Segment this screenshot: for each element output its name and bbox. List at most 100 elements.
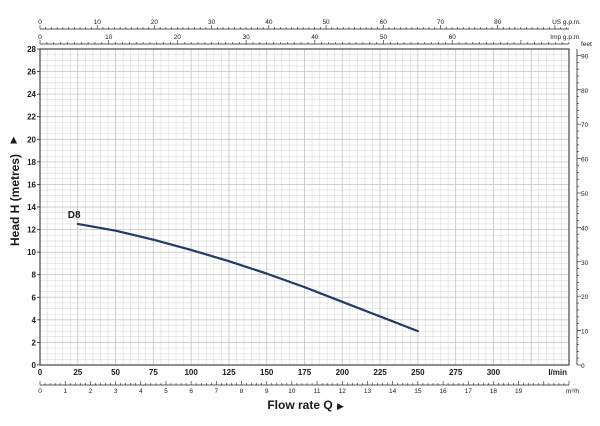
- x-tick-label: 100: [184, 368, 198, 377]
- m3h-tick-label: 19: [515, 388, 523, 395]
- feet-tick-label: 40: [581, 225, 589, 232]
- top-axis-tick-label: 30: [208, 19, 216, 26]
- y-tick-label: 2: [32, 338, 37, 347]
- x-axis-title: Flow rate Q: [267, 398, 332, 412]
- top-axis-tick-label: 40: [265, 19, 273, 26]
- m3h-tick-label: 2: [89, 388, 93, 395]
- y-axis-title: Head H (metres): [8, 154, 22, 246]
- top-axis-unit-label: US g.p.m.: [552, 19, 581, 26]
- x-tick-label: 175: [298, 368, 312, 377]
- data-point: [228, 260, 230, 262]
- feet-tick-label: 30: [581, 260, 589, 267]
- top-axis-tick-label: 60: [380, 19, 388, 26]
- y-tick-label: 16: [27, 180, 36, 189]
- data-point: [265, 272, 268, 275]
- data-point: [152, 238, 155, 241]
- m3h-tick-label: 0: [38, 388, 42, 395]
- data-point: [341, 301, 344, 303]
- feet-tick-label: 80: [581, 88, 589, 95]
- top-axis-tick-label: 50: [322, 19, 330, 26]
- m3h-tick-label: 12: [339, 388, 347, 395]
- y-tick-label: 28: [27, 45, 36, 54]
- y-tick-label: 8: [32, 271, 37, 280]
- data-point: [76, 223, 79, 225]
- x-tick-label: 200: [336, 368, 350, 377]
- axes: [37, 25, 581, 386]
- x-tick-label: 0: [38, 368, 43, 377]
- series-label: D8: [68, 210, 81, 221]
- y-tick-label: 0: [32, 361, 37, 370]
- m3h-tick-label: 4: [139, 388, 143, 395]
- top-axis-tick-label: 0: [38, 34, 42, 41]
- top-axis-tick-label: 20: [174, 34, 182, 41]
- m3h-tick-label: 16: [439, 388, 447, 395]
- m3h-tick-label: 13: [364, 388, 372, 395]
- data-point: [379, 315, 381, 318]
- x-tick-label: 150: [260, 368, 274, 377]
- m3h-tick-label: 8: [240, 388, 244, 395]
- grid: [39, 48, 570, 366]
- y-tick-label: 6: [32, 293, 37, 302]
- m3h-unit-label: m³/h: [566, 388, 579, 395]
- m3h-tick-label: 14: [389, 388, 397, 395]
- m3h-tick-label: 10: [288, 388, 296, 395]
- x-unit-label: l/min: [548, 368, 567, 377]
- top-axis-tick-label: 10: [94, 19, 102, 26]
- y-tick-label: 10: [27, 248, 36, 257]
- y-axis-arrow-icon: ▶: [8, 136, 18, 143]
- y-tick-label: 22: [27, 113, 36, 122]
- data-point: [417, 330, 419, 332]
- top-axis-tick-label: 0: [38, 19, 42, 26]
- data-point: [114, 229, 117, 232]
- y-tick-label: 18: [27, 158, 36, 167]
- feet-tick-label: 90: [581, 53, 589, 60]
- feet-tick-label: 0: [581, 363, 585, 370]
- feet-tick-label: 70: [581, 122, 589, 129]
- top-axis-tick-label: 30: [242, 34, 250, 41]
- top-axis-unit-label: Imp g.p.m.: [550, 34, 581, 41]
- y-tick-label: 26: [27, 68, 36, 77]
- top-axis-tick-label: 80: [494, 19, 502, 26]
- x-tick-label: 75: [149, 368, 158, 377]
- series-line-d8: [76, 222, 419, 333]
- x-tick-label: 250: [411, 368, 425, 377]
- m3h-tick-label: 15: [414, 388, 422, 395]
- x-tick-label: 50: [111, 368, 120, 377]
- m3h-tick-label: 18: [490, 388, 498, 395]
- top-axis-tick-label: 20: [151, 19, 159, 26]
- feet-unit-label: feet: [581, 41, 592, 48]
- data-point: [303, 286, 306, 288]
- m3h-tick-label: 11: [314, 388, 321, 395]
- x-tick-label: 275: [449, 368, 463, 377]
- m3h-tick-label: 7: [215, 388, 219, 395]
- x-tick-label: 300: [487, 368, 501, 377]
- x-tick-label: 225: [373, 368, 387, 377]
- feet-tick-label: 60: [581, 157, 589, 164]
- x-axis-arrow-icon: ▶: [337, 401, 344, 411]
- m3h-tick-label: 9: [265, 388, 269, 395]
- series: D8: [68, 210, 419, 333]
- m3h-tick-label: 3: [114, 388, 118, 395]
- data-point: [190, 249, 192, 251]
- x-tick-label: 125: [222, 368, 236, 377]
- m3h-tick-label: 5: [164, 388, 168, 395]
- y-tick-label: 12: [27, 226, 36, 235]
- y-tick-label: 14: [27, 203, 36, 212]
- top-axis-tick-label: 60: [449, 34, 457, 41]
- m3h-tick-label: 1: [63, 388, 67, 395]
- top-axis-tick-label: 50: [380, 34, 388, 41]
- top-axis-tick-label: 40: [311, 34, 319, 41]
- feet-tick-label: 20: [581, 294, 589, 301]
- y-tick-label: 20: [27, 135, 36, 144]
- feet-tick-label: 10: [581, 329, 589, 336]
- x-tick-label: 25: [73, 368, 82, 377]
- top-axis-tick-label: 70: [437, 19, 445, 26]
- y-tick-label: 4: [32, 316, 37, 325]
- top-axis-tick-label: 10: [105, 34, 113, 41]
- m3h-tick-label: 6: [189, 388, 193, 395]
- y-tick-label: 24: [27, 90, 36, 99]
- feet-tick-label: 50: [581, 191, 589, 198]
- m3h-tick-label: 17: [465, 388, 473, 395]
